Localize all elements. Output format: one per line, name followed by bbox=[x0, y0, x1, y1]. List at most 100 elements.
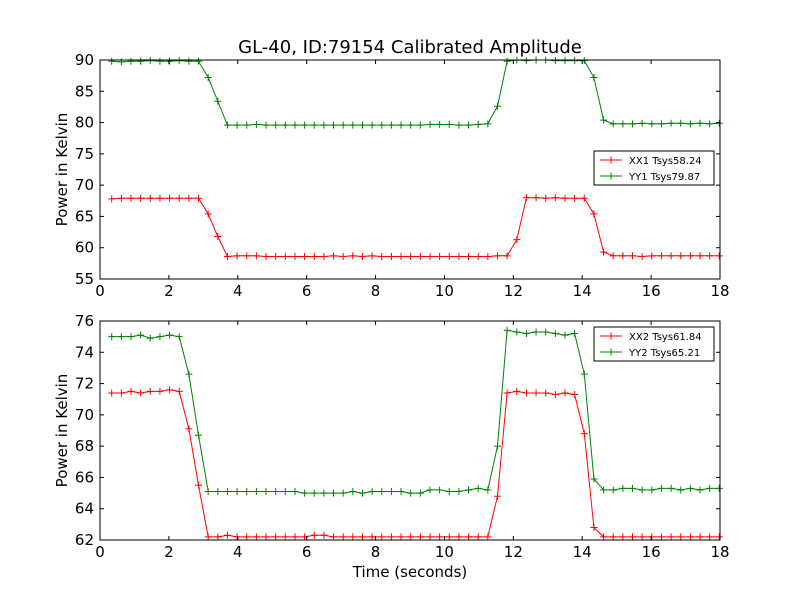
legend: XX2 Tsys61.84 YY2 Tsys65.21 bbox=[593, 326, 715, 362]
data-point bbox=[378, 533, 386, 541]
data-point bbox=[474, 120, 482, 128]
series-line bbox=[111, 329, 720, 494]
series-1-1 bbox=[108, 326, 723, 497]
data-point bbox=[175, 333, 183, 341]
data-point bbox=[715, 484, 723, 492]
data-point bbox=[185, 57, 193, 65]
legend-label: YY2 Tsys65.21 bbox=[628, 348, 700, 359]
y-tick-label: 76 bbox=[75, 312, 94, 330]
data-point bbox=[696, 119, 704, 127]
data-point bbox=[378, 488, 386, 496]
data-point bbox=[436, 486, 444, 494]
data-point bbox=[426, 486, 434, 494]
data-point bbox=[551, 194, 559, 202]
data-point bbox=[291, 121, 299, 129]
data-point bbox=[214, 97, 222, 105]
data-point bbox=[465, 121, 473, 129]
data-point bbox=[532, 194, 540, 202]
x-tick-label: 0 bbox=[95, 282, 105, 300]
data-point bbox=[368, 533, 376, 541]
data-point bbox=[436, 252, 444, 260]
data-point bbox=[330, 252, 338, 260]
data-point bbox=[156, 387, 164, 395]
x-tick-label: 18 bbox=[710, 543, 729, 561]
data-point bbox=[223, 252, 231, 260]
data-point bbox=[416, 489, 424, 497]
data-point bbox=[426, 252, 434, 260]
data-point bbox=[204, 533, 212, 541]
data-point bbox=[339, 252, 347, 260]
y-tick-label: 80 bbox=[75, 114, 94, 132]
data-point bbox=[233, 488, 241, 496]
series-1-0 bbox=[108, 386, 723, 541]
data-point bbox=[696, 533, 704, 541]
data-point bbox=[175, 194, 183, 202]
y-tick-label: 62 bbox=[75, 531, 94, 549]
data-point bbox=[715, 119, 723, 127]
x-axis-label: Time (seconds) bbox=[352, 563, 468, 581]
data-point bbox=[117, 58, 125, 66]
legend-label: XX1 Tsys58.24 bbox=[629, 156, 702, 167]
x-tick-label: 4 bbox=[233, 543, 243, 561]
data-point bbox=[706, 484, 714, 492]
data-point bbox=[243, 121, 251, 129]
data-point bbox=[127, 57, 135, 65]
data-point bbox=[146, 194, 154, 202]
data-point bbox=[146, 387, 154, 395]
y-tick-label: 60 bbox=[75, 239, 94, 257]
data-point bbox=[320, 121, 328, 129]
data-point bbox=[561, 194, 569, 202]
upper-chart: 0 2 4 6 8 10 12 14 16 18 55 60 65 70 75 80 85 90 Power in … bbox=[53, 51, 730, 300]
data-point bbox=[117, 333, 125, 341]
data-point bbox=[513, 328, 521, 336]
x-tick-label: 8 bbox=[371, 543, 381, 561]
data-point bbox=[609, 533, 617, 541]
x-tick-label: 14 bbox=[573, 543, 592, 561]
data-point bbox=[291, 488, 299, 496]
data-point bbox=[281, 488, 289, 496]
data-point bbox=[272, 252, 280, 260]
data-point bbox=[117, 389, 125, 397]
data-point bbox=[667, 484, 675, 492]
data-point bbox=[339, 121, 347, 129]
data-point bbox=[166, 331, 174, 339]
data-point bbox=[561, 389, 569, 397]
data-point bbox=[484, 533, 492, 541]
data-point bbox=[310, 252, 318, 260]
x-tick-label: 8 bbox=[371, 282, 381, 300]
x-tick-label: 16 bbox=[642, 543, 661, 561]
data-point bbox=[551, 391, 559, 399]
y-tick-label: 70 bbox=[75, 176, 94, 194]
data-point bbox=[166, 194, 174, 202]
data-point bbox=[609, 120, 617, 128]
data-point bbox=[522, 57, 530, 65]
data-point bbox=[542, 328, 550, 336]
data-point bbox=[387, 121, 395, 129]
data-point bbox=[301, 252, 309, 260]
data-point bbox=[281, 252, 289, 260]
data-point bbox=[262, 488, 270, 496]
data-point bbox=[590, 74, 598, 82]
series-0-0 bbox=[108, 194, 723, 260]
data-point bbox=[455, 252, 463, 260]
data-point bbox=[397, 488, 405, 496]
data-point bbox=[667, 533, 675, 541]
data-point bbox=[600, 248, 608, 256]
data-point bbox=[561, 57, 569, 65]
data-point bbox=[590, 475, 598, 483]
data-point bbox=[600, 486, 608, 494]
y-tick-label: 64 bbox=[75, 500, 94, 518]
data-point bbox=[455, 533, 463, 541]
x-tick-label: 16 bbox=[642, 282, 661, 300]
data-point bbox=[223, 488, 231, 496]
data-point bbox=[686, 252, 694, 260]
data-point bbox=[619, 252, 627, 260]
data-point bbox=[629, 484, 637, 492]
data-point bbox=[619, 533, 627, 541]
data-point bbox=[484, 486, 492, 494]
data-point bbox=[272, 533, 280, 541]
data-point bbox=[127, 387, 135, 395]
data-point bbox=[416, 252, 424, 260]
data-point bbox=[657, 252, 665, 260]
data-point bbox=[349, 533, 357, 541]
